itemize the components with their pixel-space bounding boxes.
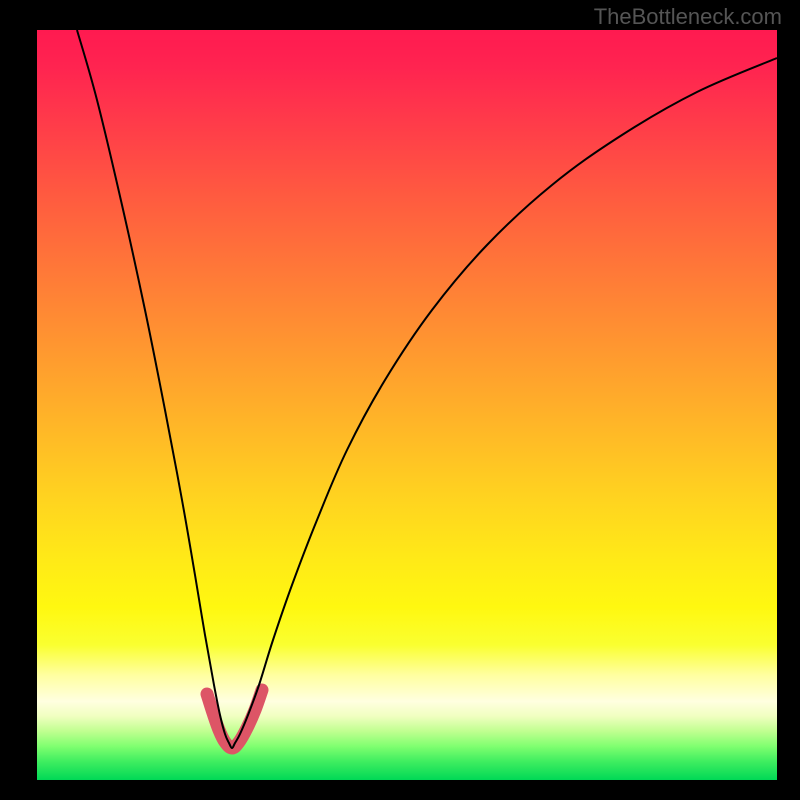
bottleneck-curve — [77, 30, 777, 748]
curve-svg — [37, 30, 777, 780]
watermark-text: TheBottleneck.com — [594, 4, 782, 30]
plot-area — [37, 30, 777, 780]
